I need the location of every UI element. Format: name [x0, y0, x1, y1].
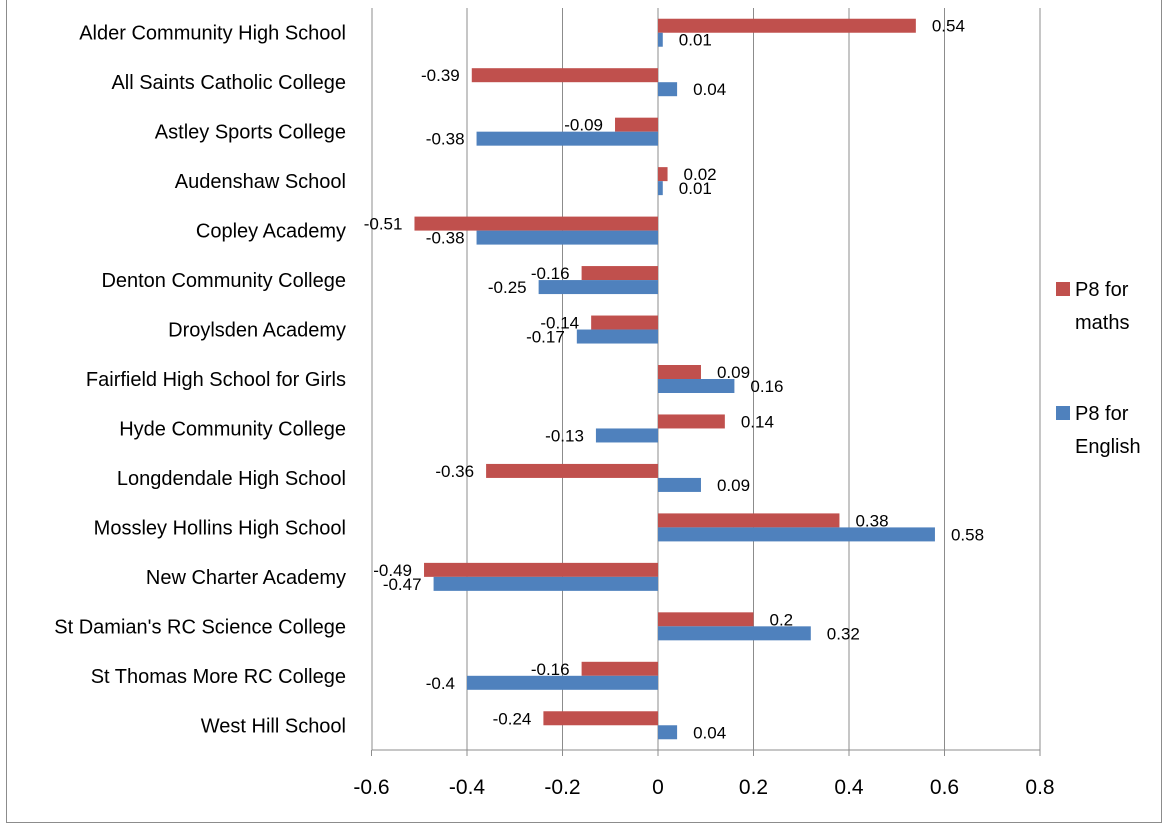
- bar-english: [658, 181, 663, 196]
- category-label: Denton Community College: [101, 270, 346, 292]
- x-axis: [371, 8, 1041, 756]
- data-label-english: -0.38: [426, 229, 465, 248]
- x-tick-label: 0.8: [1025, 776, 1054, 799]
- bar-maths: [658, 365, 701, 379]
- x-tick-label: -0.2: [544, 776, 580, 799]
- bar-english: [658, 725, 678, 740]
- x-tick-label: 0.2: [739, 776, 768, 799]
- bar-english: [658, 477, 701, 492]
- data-label-english: 0.04: [693, 80, 726, 99]
- bar-maths: [658, 513, 840, 528]
- category-label: Alder Community High School: [79, 23, 346, 45]
- data-label-english: -0.13: [545, 426, 584, 445]
- bar-maths: [581, 266, 658, 281]
- bar-english: [476, 230, 658, 245]
- bar-maths: [581, 661, 658, 676]
- legend-swatch-english: [1056, 406, 1070, 420]
- category-label: West Hill School: [201, 715, 346, 737]
- data-label-english: -0.25: [488, 278, 527, 297]
- bar-maths: [658, 612, 754, 627]
- data-label-maths: -0.24: [493, 709, 532, 728]
- bar-english: [467, 675, 658, 690]
- bar-maths: [471, 68, 658, 83]
- bar-english: [658, 379, 735, 393]
- data-label-english: 0.16: [750, 377, 783, 396]
- data-label-english: -0.17: [526, 328, 565, 347]
- data-label-maths: -0.36: [435, 462, 474, 481]
- bar-english: [576, 329, 658, 344]
- data-label-maths: -0.39: [421, 66, 460, 85]
- data-label-maths: -0.09: [564, 116, 603, 135]
- x-tick-labels: -0.6 -0.4 -0.2 0 0.2 0.4 0.6 0.8: [353, 776, 1054, 799]
- x-tick-label: 0.6: [930, 776, 959, 799]
- category-label: Longdendale High School: [117, 468, 346, 490]
- category-label: New Charter Academy: [146, 567, 346, 589]
- bar-english: [658, 32, 663, 47]
- legend-label-maths-line2: maths: [1075, 312, 1129, 334]
- x-tick-label: -0.4: [449, 776, 486, 799]
- data-label-english: 0.04: [693, 723, 726, 742]
- category-label: Droylsden Academy: [168, 320, 346, 342]
- chart-frame: [6, 0, 1162, 823]
- data-label-maths: -0.14: [540, 314, 579, 333]
- bar-english: [538, 280, 658, 295]
- data-label-english: 0.32: [827, 624, 860, 643]
- bar-english: [595, 428, 658, 443]
- legend-label-english-line1: P8 for: [1075, 403, 1129, 425]
- category-label: Fairfield High School for Girls: [86, 369, 346, 391]
- category-label: Copley Academy: [196, 221, 346, 243]
- bar-maths: [486, 463, 658, 478]
- category-labels: Alder Community High School All Saints Ca…: [54, 23, 346, 738]
- data-label-maths: -0.51: [364, 215, 403, 234]
- bar-english: [658, 527, 935, 542]
- data-label-english: -0.4: [426, 674, 455, 693]
- data-label-maths: 0.54: [932, 17, 965, 36]
- data-label-maths: -0.16: [531, 660, 570, 679]
- category-label: Audenshaw School: [175, 171, 346, 193]
- bar-english: [476, 131, 658, 146]
- x-tick-label: 0: [652, 776, 664, 799]
- data-label-english: 0.01: [679, 31, 712, 50]
- data-label-maths: 0.09: [717, 363, 750, 382]
- legend: P8 for maths P8 for English: [1056, 279, 1141, 458]
- legend-label-maths-line1: P8 for: [1075, 279, 1129, 301]
- data-label-english: 0.58: [951, 525, 984, 544]
- data-label-maths: 0.38: [855, 511, 888, 530]
- bar-english: [433, 576, 658, 591]
- data-label-maths: 0.2: [770, 610, 794, 629]
- bar-maths: [658, 18, 916, 33]
- data-label-english: -0.38: [426, 130, 465, 149]
- data-label-english: 0.01: [679, 179, 712, 198]
- data-label-english: 0.09: [717, 476, 750, 495]
- data-label-maths: 0.14: [741, 412, 774, 431]
- x-tick-label: -0.6: [353, 776, 389, 799]
- bar-maths: [658, 167, 668, 182]
- x-tick-label: 0.4: [834, 776, 864, 799]
- category-label: Mossley Hollins High School: [94, 517, 346, 539]
- category-label: All Saints Catholic College: [111, 72, 346, 94]
- data-labels: 0.540.01-0.390.04-0.09-0.380.020.01-0.51…: [364, 17, 984, 743]
- bar-maths: [543, 711, 658, 726]
- bar-maths: [591, 315, 658, 330]
- bar-english: [658, 626, 811, 641]
- category-label: St Damian's RC Science College: [54, 616, 346, 638]
- bar-maths: [658, 414, 725, 429]
- legend-swatch-maths: [1056, 282, 1070, 296]
- bar-maths: [424, 562, 658, 577]
- data-label-english: -0.47: [383, 575, 422, 594]
- category-label: Hyde Community College: [119, 418, 346, 440]
- bar-maths: [414, 216, 658, 231]
- data-label-maths: -0.16: [531, 264, 570, 283]
- category-label: Astley Sports College: [155, 122, 346, 144]
- data-label-maths: 0.02: [684, 165, 717, 184]
- bar-maths: [615, 117, 658, 132]
- legend-label-english-line2: English: [1075, 436, 1141, 458]
- bars: [414, 18, 935, 740]
- data-label-maths: -0.49: [373, 561, 412, 580]
- bar-english: [658, 82, 678, 97]
- category-label: St Thomas More RC College: [91, 666, 346, 688]
